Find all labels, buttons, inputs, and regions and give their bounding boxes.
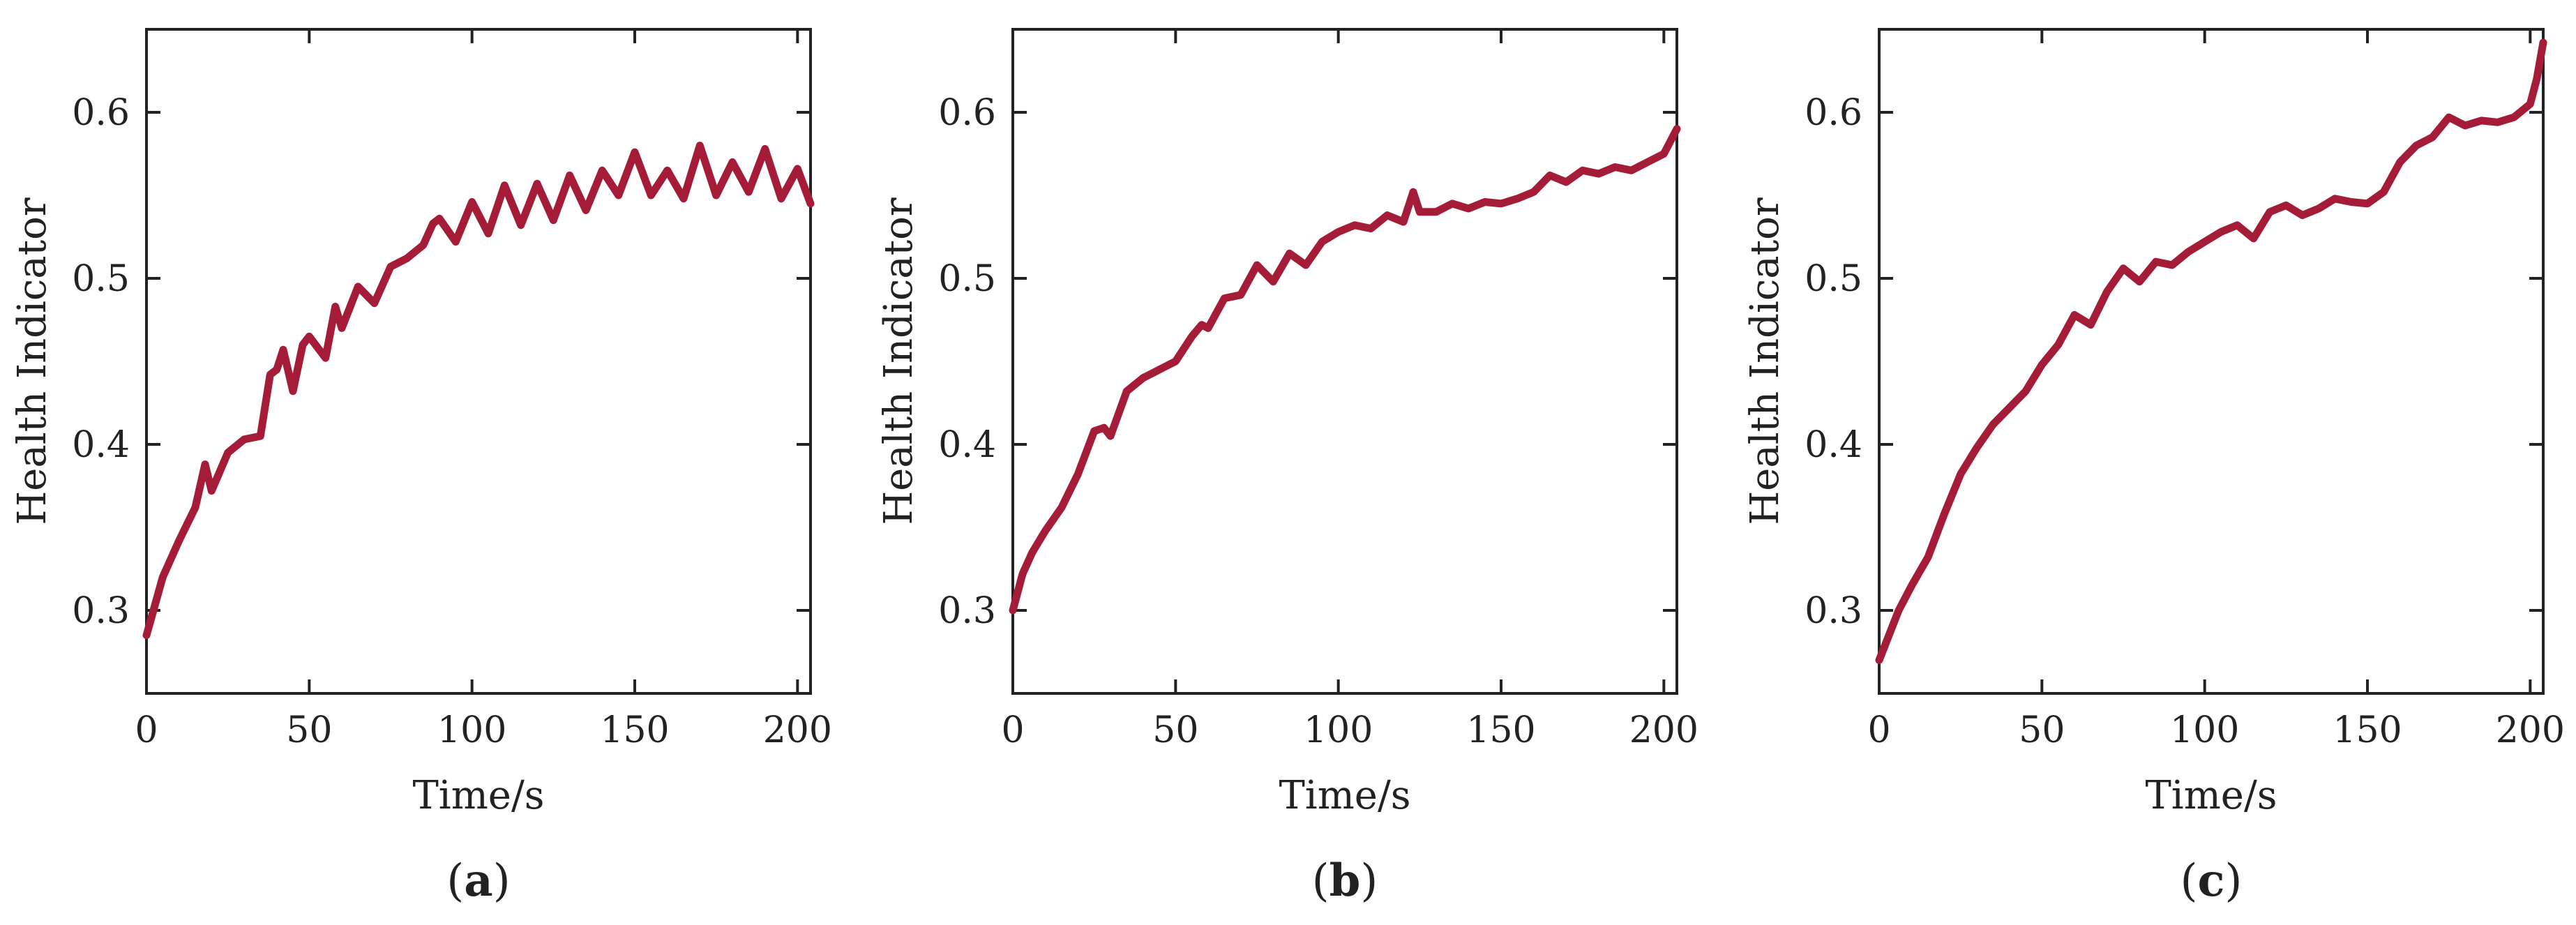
y-tick-label: 0.5 [72, 258, 130, 300]
panel-b: 0 50 100 150 200 0.3 0.4 0.5 0.6 Time/s Health Ind… [876, 28, 1698, 907]
x-tick-label: 200 [1629, 709, 1698, 751]
y-tick-label: 0.5 [938, 258, 996, 300]
y-tick-label: 0.6 [1805, 92, 1862, 134]
plot-frame [1011, 28, 1678, 695]
x-tick-label: 100 [437, 709, 506, 751]
y-tick-label: 0.4 [938, 424, 996, 466]
x-tick-label: 100 [2170, 709, 2239, 751]
x-tick-label: 50 [1152, 709, 1198, 751]
x-tick-label: 200 [763, 709, 832, 751]
y-tick-label: 0.6 [938, 92, 996, 134]
x-axis-label: Time/s [412, 773, 544, 818]
y-tick-label: 0.4 [72, 424, 130, 466]
panel-caption: (a) [446, 855, 510, 907]
panel-c: 0 50 100 150 200 0.3 0.4 0.5 0.6 Time/s Health Ind… [1742, 28, 2565, 907]
plot-frame [1878, 28, 2545, 695]
plot-frame [145, 28, 812, 695]
y-tick-label: 0.6 [72, 92, 130, 134]
x-tick-label: 150 [1466, 709, 1535, 751]
x-tick-label: 0 [1867, 709, 1890, 751]
y-tick-label: 0.3 [938, 590, 996, 632]
y-tick-label: 0.5 [1805, 258, 1862, 300]
x-tick-label: 0 [1001, 709, 1024, 751]
panel-caption: (b) [1312, 855, 1378, 907]
x-tick-label: 50 [2019, 709, 2065, 751]
panel-caption: (c) [2180, 855, 2243, 907]
panel-a: 0 50 100 150 200 0.3 0.4 0.5 0.6 Time/s Health Ind… [10, 28, 832, 907]
y-axis-label: Health Indicator [876, 197, 921, 525]
y-axis-label: Health Indicator [1742, 197, 1788, 525]
x-axis-label: Time/s [1279, 773, 1410, 818]
series-line [1875, 38, 2547, 664]
y-tick-label: 0.3 [1805, 590, 1862, 632]
x-tick-label: 100 [1304, 709, 1373, 751]
y-tick-label: 0.4 [1805, 424, 1862, 466]
x-tick-label: 200 [2496, 709, 2565, 751]
x-tick-label: 150 [2333, 709, 2402, 751]
x-tick-label: 50 [286, 709, 332, 751]
series-line [1009, 125, 1681, 615]
y-tick-label: 0.3 [72, 590, 130, 632]
y-axis-label: Health Indicator [10, 197, 55, 525]
x-tick-label: 0 [135, 709, 158, 751]
x-axis-label: Time/s [2145, 773, 2277, 818]
x-tick-label: 150 [600, 709, 669, 751]
series-line [142, 142, 815, 640]
